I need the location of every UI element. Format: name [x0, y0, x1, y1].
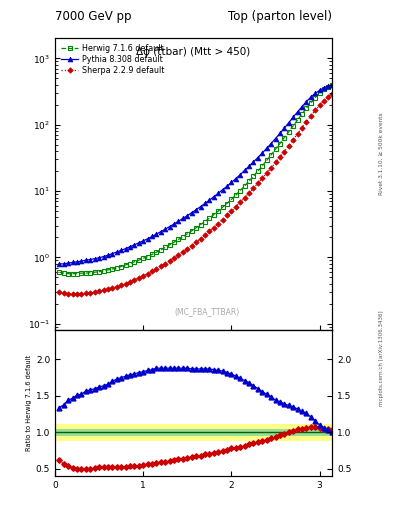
Legend: Herwig 7.1.6 default, Pythia 8.308 default, Sherpa 2.2.9 default: Herwig 7.1.6 default, Pythia 8.308 defau…	[59, 42, 165, 77]
Sherpa 2.2.9 default	[66, 291, 71, 297]
Text: Rivet 3.1.10, ≥ 500k events: Rivet 3.1.10, ≥ 500k events	[379, 112, 384, 195]
Line: Pythia 8.308 default: Pythia 8.308 default	[57, 82, 334, 266]
Pythia 8.308 default	[330, 82, 334, 88]
Sherpa 2.2.9 default	[198, 236, 203, 242]
Herwig 7.1.6 default	[66, 270, 71, 276]
Pythia 8.308 default	[326, 83, 331, 89]
Pythia 8.308 default	[185, 212, 190, 219]
Herwig 7.1.6 default	[136, 257, 141, 263]
Herwig 7.1.6 default	[57, 269, 62, 275]
Sherpa 2.2.9 default	[251, 185, 256, 191]
Text: Top (parton level): Top (parton level)	[228, 10, 332, 23]
Line: Herwig 7.1.6 default: Herwig 7.1.6 default	[57, 82, 334, 276]
Herwig 7.1.6 default	[198, 222, 203, 228]
Text: mcplots.cern.ch [arXiv:1306.3436]: mcplots.cern.ch [arXiv:1306.3436]	[379, 311, 384, 406]
Line: Sherpa 2.2.9 default: Sherpa 2.2.9 default	[57, 92, 334, 296]
Sherpa 2.2.9 default	[330, 91, 334, 97]
Text: Δϕ (t̅tbar) (Mtt > 450): Δϕ (t̅tbar) (Mtt > 450)	[136, 47, 251, 57]
Bar	[55, 423, 332, 441]
Sherpa 2.2.9 default	[145, 270, 150, 276]
Herwig 7.1.6 default	[145, 253, 150, 260]
Pythia 8.308 default	[132, 242, 137, 248]
Sherpa 2.2.9 default	[136, 275, 141, 281]
Pythia 8.308 default	[141, 238, 145, 244]
Herwig 7.1.6 default	[251, 173, 256, 179]
Herwig 7.1.6 default	[326, 83, 331, 90]
Sherpa 2.2.9 default	[326, 94, 331, 100]
Bar	[55, 429, 332, 436]
Pythia 8.308 default	[247, 163, 252, 169]
Sherpa 2.2.9 default	[189, 243, 194, 249]
Herwig 7.1.6 default	[330, 82, 334, 88]
Y-axis label: Ratio to Herwig 7.1.6 default: Ratio to Herwig 7.1.6 default	[26, 355, 31, 451]
Text: 7000 GeV pp: 7000 GeV pp	[55, 10, 132, 23]
Pythia 8.308 default	[57, 261, 62, 267]
Sherpa 2.2.9 default	[57, 289, 62, 295]
Herwig 7.1.6 default	[189, 228, 194, 234]
Text: (MC_FBA_TTBAR): (MC_FBA_TTBAR)	[175, 307, 240, 315]
Pythia 8.308 default	[194, 207, 198, 213]
